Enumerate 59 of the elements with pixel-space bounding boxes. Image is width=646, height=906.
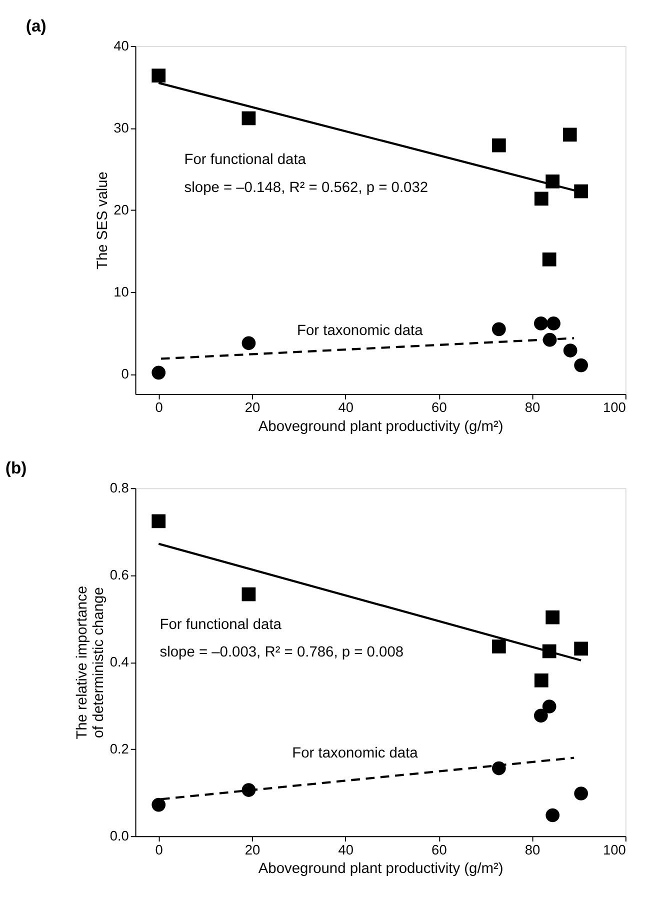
point: [534, 673, 548, 688]
x-tick-label: 0: [155, 842, 164, 858]
point: [574, 642, 588, 656]
x-tick-label: 60: [432, 842, 448, 858]
x-tick-label: 20: [244, 842, 260, 858]
y-tick-label: 0.4: [110, 654, 130, 670]
x-tick-label: 20: [244, 400, 260, 416]
x-tick-label: 40: [338, 400, 354, 416]
y-tick-label: 10: [114, 284, 130, 300]
x-tick-label: 0: [155, 400, 164, 416]
point: [534, 192, 548, 206]
y-tick-label: 0.8: [110, 480, 130, 496]
point: [242, 336, 256, 350]
y-tick-label: 20: [114, 202, 130, 218]
point: [534, 316, 548, 330]
y-axis-title: The relative importance of deterministic change: [74, 586, 107, 740]
y-axis-title: The SES value: [94, 172, 111, 270]
y-tick-label: 0.6: [110, 568, 130, 583]
y-tick-label: 40: [114, 38, 130, 54]
x-tick-label: 100: [603, 842, 626, 858]
annotation: For taxonomic data: [292, 746, 419, 762]
point: [562, 128, 577, 142]
point: [574, 358, 588, 372]
point: [152, 68, 166, 83]
point: [574, 786, 588, 800]
annotation: slope = –0.003, R² = 0.786, p = 0.008: [160, 644, 404, 661]
annotation: slope = –0.148, R² = 0.562, p = 0.032: [184, 180, 428, 196]
point: [242, 111, 256, 126]
point: [542, 700, 556, 714]
point: [492, 138, 506, 152]
point: [546, 808, 560, 822]
x-tick-label: 80: [524, 842, 541, 858]
point: [546, 316, 560, 330]
point: [546, 610, 560, 624]
y-tick-label: 0.2: [110, 742, 129, 757]
chart-title: (a): [26, 16, 46, 36]
point: [492, 640, 506, 654]
y-tick-label: 0: [121, 366, 130, 382]
x-tick-label: 80: [524, 400, 541, 416]
point: [242, 587, 256, 602]
y-tick-label: 30: [114, 120, 130, 136]
annotation: For taxonomic data: [297, 322, 424, 339]
point: [574, 184, 588, 198]
point: [542, 252, 556, 266]
x-axis-title: Aboveground plant productivity (g/m²): [258, 860, 504, 877]
x-tick-label: 40: [338, 842, 354, 858]
x-axis-title: Aboveground plant productivity (g/m²): [258, 418, 504, 435]
point: [152, 798, 166, 812]
annotation: For functional data: [160, 616, 282, 633]
point: [152, 366, 166, 380]
x-tick-label: 100: [603, 400, 626, 416]
annotation: For functional data: [184, 152, 307, 168]
point: [152, 514, 166, 528]
x-tick-label: 60: [432, 400, 448, 416]
point: [563, 344, 578, 358]
point: [492, 322, 506, 336]
point: [534, 708, 548, 723]
y-tick-label: 0.0: [110, 828, 130, 844]
chart-title: (b): [5, 458, 27, 478]
